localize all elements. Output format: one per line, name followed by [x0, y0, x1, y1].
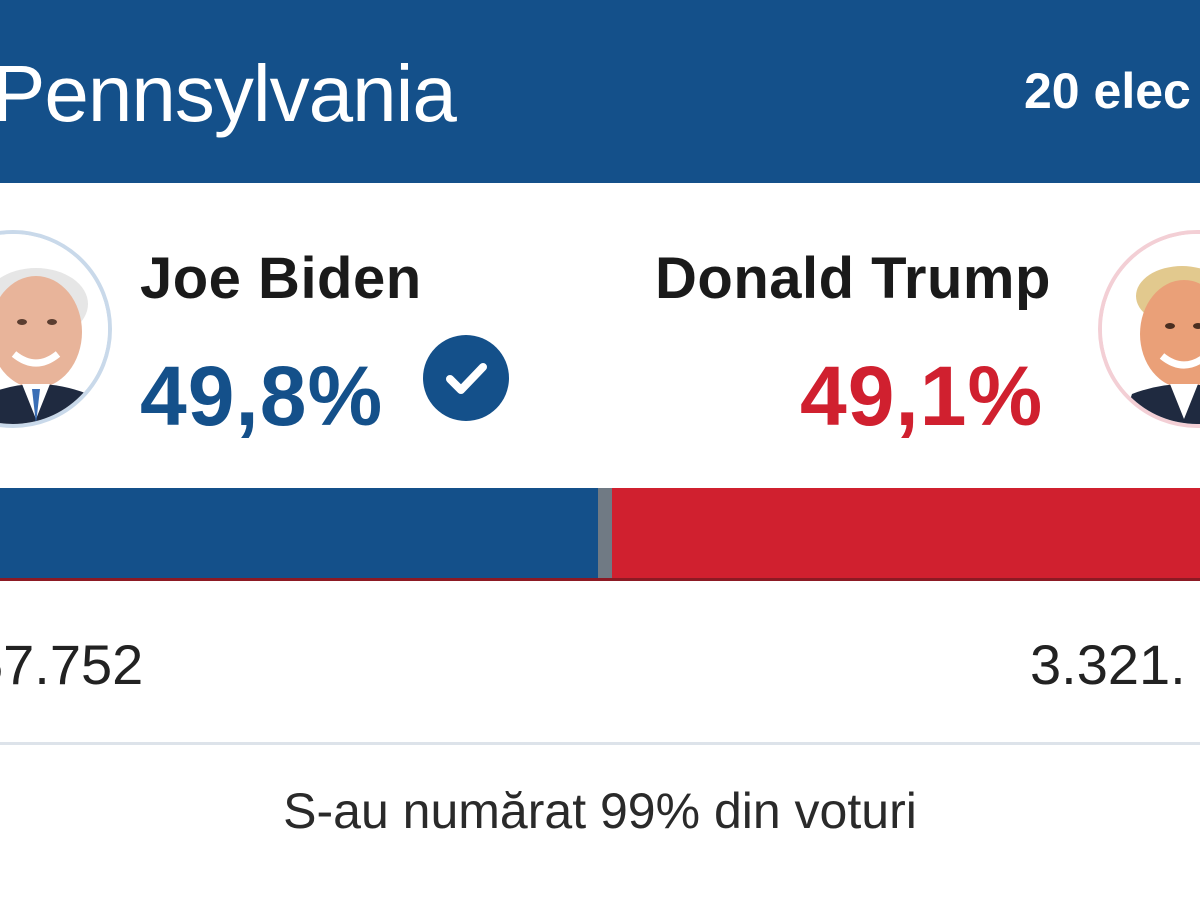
biden-vote-count: 57.752 [0, 633, 144, 696]
result-bar [0, 488, 1200, 580]
biden-percent: 49,8% [140, 349, 384, 443]
state-title: Pennsylvania [0, 49, 457, 138]
trump-vote-count: 3.321. [1030, 633, 1186, 696]
trump-avatar [1098, 230, 1200, 428]
majority-marker [598, 488, 612, 580]
biden-bar-segment [0, 488, 598, 580]
state-header: Pennsylvania 20 elec [0, 0, 1200, 183]
trump-percent: 49,1% [800, 349, 1044, 443]
bar-underline [0, 578, 1200, 581]
counted-status: S-au numărat 99% din voturi [283, 783, 917, 839]
trump-name: Donald Trump [655, 246, 1051, 311]
biden-name: Joe Biden [140, 246, 422, 311]
divider [0, 742, 1200, 745]
trump-bar-segment [612, 488, 1200, 580]
electoral-votes-label: 20 elec [1024, 63, 1191, 119]
biden-avatar [0, 230, 112, 428]
checkmark-circle-icon [423, 335, 509, 421]
